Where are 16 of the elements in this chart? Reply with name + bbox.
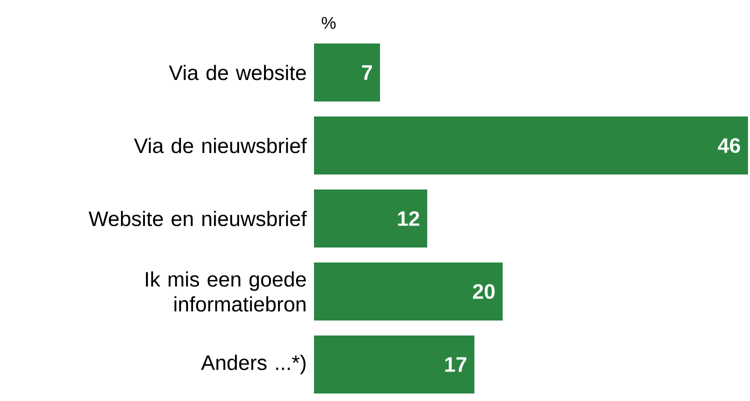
y-tick-label: Ik mis een goede informatiebron (146, 271, 306, 312)
data-label: 7 (362, 65, 372, 80)
data-label: 46 (718, 138, 740, 153)
bar (314, 116, 748, 175)
x-axis-title: % (322, 16, 336, 29)
y-tick-label: Via de nieuwsbrief (134, 138, 307, 154)
bar (314, 336, 474, 394)
data-label: 12 (398, 211, 420, 226)
y-tick-label: Via de website (168, 64, 306, 80)
data-label: 20 (472, 284, 495, 299)
y-tick-label: Website en nieuwsbrief (88, 210, 307, 226)
data-label: 17 (445, 357, 466, 372)
bar (314, 262, 503, 321)
bar (314, 44, 380, 102)
bar (314, 190, 428, 248)
y-tick-label: Anders ...*) (201, 354, 306, 374)
